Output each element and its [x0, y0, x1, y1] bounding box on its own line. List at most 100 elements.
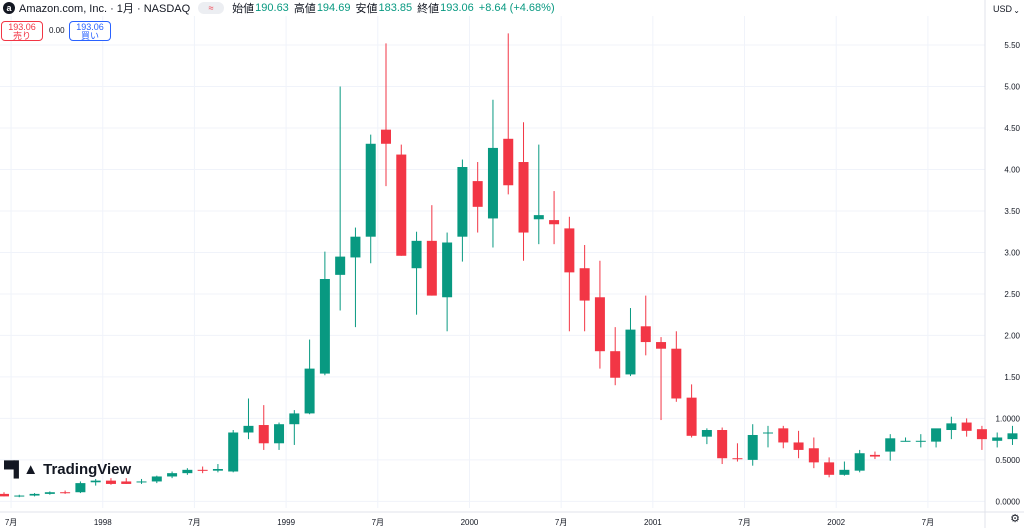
candle-body [136, 481, 147, 483]
candle-body [992, 437, 1003, 441]
candle-body [686, 397, 697, 436]
candle-body [197, 469, 208, 471]
candle-body [946, 423, 957, 431]
candle-body [793, 442, 804, 450]
candle-body [533, 215, 544, 220]
high-value: 194.69 [316, 2, 351, 14]
low-value: 183.85 [378, 2, 413, 14]
y-tick-label: 3.00 [1004, 248, 1020, 257]
candle-body [426, 240, 437, 296]
candle-body [778, 428, 789, 443]
sell-price: 193.06 [8, 22, 36, 32]
x-tick-label: 2002 [827, 518, 845, 527]
x-tick-label: 7月 [5, 518, 17, 527]
candle-body [274, 424, 285, 444]
candle-body [335, 256, 346, 275]
candle-body [961, 422, 972, 431]
candle-body [105, 480, 116, 484]
candle-body [900, 440, 911, 442]
candle-body [44, 492, 55, 494]
y-tick-label: 1.0000 [996, 414, 1021, 423]
x-tick-label: 2001 [644, 518, 662, 527]
candle-body [212, 469, 223, 471]
candle-body [151, 476, 162, 482]
y-tick-label: 5.00 [1004, 83, 1020, 92]
tradingview-mark-icon: ▀▌▲ [4, 461, 38, 478]
candle-body [487, 147, 498, 219]
buy-price: 193.06 [76, 22, 104, 32]
symbol-header: a Amazon.com, Inc. · 1月 · NASDAQ ≈ 始値 190… [0, 0, 975, 16]
y-tick-label: 3.50 [1004, 207, 1020, 216]
candle-body [503, 138, 514, 186]
close-label: 終値 [417, 3, 440, 15]
y-tick-label: 1.50 [1004, 373, 1020, 382]
spread-value: 0.00 [49, 26, 65, 35]
close-value: 193.06 [440, 2, 474, 14]
buy-label: 買い [80, 31, 99, 41]
compare-toggle-icon[interactable]: ≈ [198, 2, 225, 14]
sell-button[interactable]: 193.06 売り [1, 21, 43, 41]
x-tick-label: 7月 [738, 518, 750, 527]
candle-body [549, 220, 560, 225]
candle-body [182, 469, 193, 474]
y-tick-label: 2.50 [1004, 290, 1020, 299]
candle-body [411, 240, 422, 269]
candle-body [289, 413, 300, 425]
candle-body [381, 129, 391, 144]
candle-body [518, 162, 529, 233]
candle-body [60, 492, 71, 494]
tradingview-logo[interactable]: ▀▌▲ TradingView [4, 461, 131, 478]
candle-body [167, 473, 178, 477]
candle-body [579, 268, 590, 301]
x-tick-label: 1998 [94, 518, 112, 527]
candle-body [0, 493, 9, 497]
candle-body [365, 143, 376, 237]
y-tick-label: 0.5000 [996, 456, 1021, 465]
candle-body [869, 454, 880, 457]
candle-body [90, 480, 101, 483]
candle-body [640, 326, 651, 343]
candle-body [594, 297, 605, 352]
candle-body [976, 429, 987, 440]
candle-body [839, 469, 850, 475]
open-label: 始値 [232, 3, 255, 15]
x-tick-label: 7月 [922, 518, 934, 527]
candle-body [442, 242, 453, 298]
y-tick-label: 4.00 [1004, 165, 1020, 174]
candle-body [824, 462, 835, 475]
gear-icon[interactable]: ⚙ [1010, 513, 1020, 525]
x-tick-label: 7月 [188, 518, 200, 527]
high-label: 高値 [293, 3, 316, 15]
symbol-title[interactable]: Amazon.com, Inc. · 1月 · NASDAQ [19, 3, 191, 15]
candle-body [656, 342, 667, 349]
candle-body [732, 458, 743, 460]
candle-body [228, 432, 239, 472]
y-tick-label: 2.00 [1004, 331, 1020, 340]
candle-body [915, 440, 926, 442]
candle-body [14, 495, 25, 497]
amazon-logo-icon: a [3, 2, 15, 14]
candle-body [931, 428, 942, 442]
y-tick-label: 0.0000 [996, 497, 1021, 506]
x-tick-label: 1999 [277, 518, 295, 527]
change-value: +8.64 (+4.68%) [478, 2, 555, 14]
x-tick-label: 7月 [372, 518, 384, 527]
x-tick-label: 7月 [555, 518, 567, 527]
sell-label: 売り [12, 31, 31, 41]
brand-name: TradingView [43, 461, 132, 478]
candle-body [457, 167, 468, 237]
candle-body [625, 329, 636, 375]
candle-body [75, 483, 86, 493]
candle-body [121, 481, 132, 484]
candle-body [763, 432, 773, 434]
candle-body [350, 236, 361, 258]
candle-body [243, 425, 254, 433]
open-value: 190.63 [255, 2, 289, 14]
chevron-down-icon[interactable]: ⌄ [1013, 6, 1020, 15]
candle-body [396, 154, 407, 256]
currency-selector[interactable]: USD [992, 4, 1012, 14]
candle-body [885, 438, 896, 452]
buy-button[interactable]: 193.06 買い [69, 21, 111, 41]
candle-body [472, 181, 483, 207]
